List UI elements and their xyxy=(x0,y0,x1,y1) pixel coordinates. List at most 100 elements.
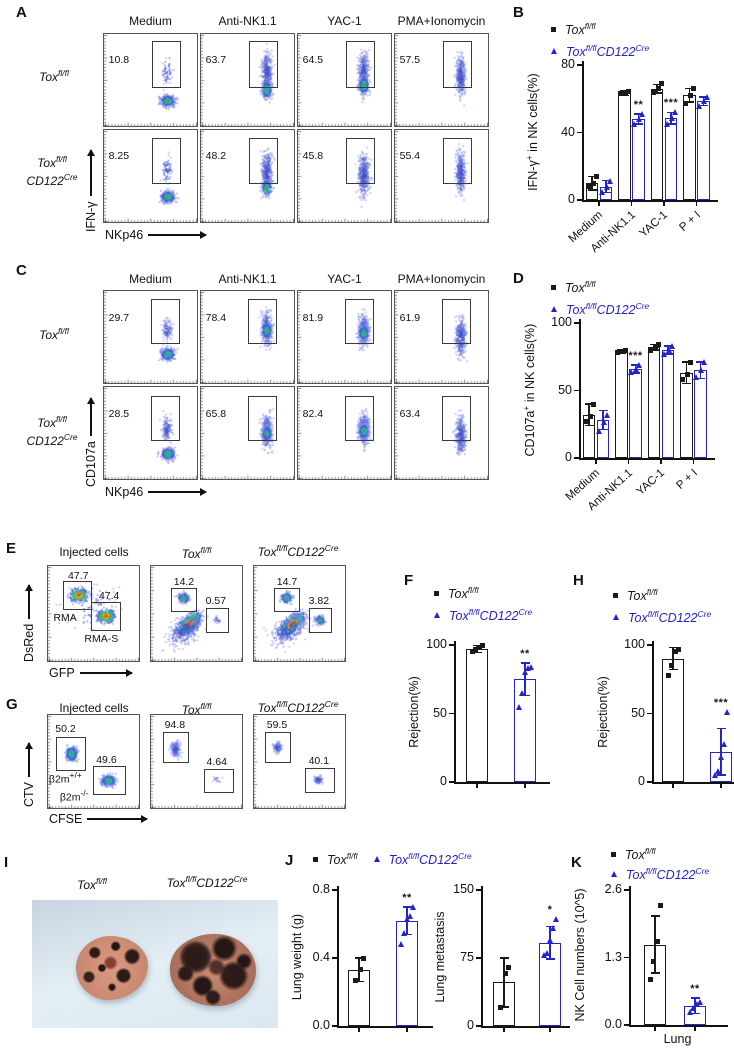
mk-tri xyxy=(543,950,550,957)
err xyxy=(631,372,640,374)
row-label-wt: Toxfl/fl xyxy=(18,68,90,86)
legend-ko: Toxfl/flCD122Cre xyxy=(611,864,709,884)
flow-gate xyxy=(249,41,279,88)
flow-gate xyxy=(56,737,87,771)
flow-plot: 82.4 xyxy=(297,386,392,480)
err xyxy=(354,981,364,983)
tick xyxy=(624,1024,630,1026)
flow-plot: 64.5 xyxy=(297,33,392,127)
mk-tri xyxy=(689,1005,696,1012)
gate-percentage: 81.9 xyxy=(302,312,324,325)
mk-sq xyxy=(620,348,625,354)
mk-tri xyxy=(403,915,410,922)
legend-ko: Toxfl/flCD122Cre xyxy=(613,606,711,628)
tick xyxy=(503,1027,505,1032)
flow-gate xyxy=(151,396,181,441)
mk-sq xyxy=(626,88,631,94)
lung-image-ko xyxy=(170,934,256,1006)
err xyxy=(663,353,673,355)
gate-percentage: 47.4 xyxy=(98,589,120,602)
lung-photo xyxy=(32,900,278,1028)
flow-scatter xyxy=(104,34,197,126)
flow-gate xyxy=(304,768,336,794)
mk-tri xyxy=(717,754,724,761)
y-axis-label-cd107a: CD107a xyxy=(84,398,98,487)
mk-tri xyxy=(660,351,667,358)
flow-gate xyxy=(274,587,300,612)
tick xyxy=(577,131,583,134)
err xyxy=(696,377,705,380)
flow-gate xyxy=(171,587,197,612)
flow-scatter xyxy=(104,291,197,383)
gate-percentage: 61.9 xyxy=(399,312,421,325)
genotype-wt: Tox xyxy=(39,70,59,84)
err xyxy=(634,123,643,125)
tick xyxy=(524,783,526,788)
population-label-b2m-neg: β2m-/- xyxy=(59,787,89,804)
mk-tri xyxy=(400,929,407,936)
flow-plot: 81.9 xyxy=(297,290,392,384)
mk-sq xyxy=(655,86,661,92)
ax xyxy=(629,886,631,1025)
err xyxy=(634,113,643,115)
gate-percentage: 10.8 xyxy=(108,54,130,67)
err xyxy=(354,957,364,959)
flow-gate xyxy=(92,766,127,796)
err xyxy=(652,92,662,94)
err xyxy=(601,179,611,182)
mk-tri xyxy=(546,936,553,943)
legend-ko: Toxfl/flCD122Cre xyxy=(434,604,532,626)
flow-gate xyxy=(152,138,182,185)
tick xyxy=(624,956,630,959)
panel-d: D Toxfl/fl Toxfl/flCD122Cre CD107a+ in N… xyxy=(513,266,734,528)
panel-g: G Injected cells Toxfl/fl Toxfl/flCD122C… xyxy=(0,690,400,846)
flow-scatter xyxy=(298,291,391,383)
mk-sq xyxy=(502,970,508,976)
tick xyxy=(332,1025,338,1027)
legend-ko: Toxfl/flCD122Cre xyxy=(551,40,649,62)
col-title-antink11: Anti-NK1.1 xyxy=(218,272,277,286)
mk-tri xyxy=(701,359,707,366)
err xyxy=(696,361,705,363)
square-marker-icon xyxy=(551,26,556,32)
err xyxy=(685,87,694,90)
mk-sq xyxy=(593,173,599,179)
mk-sq xyxy=(585,184,591,189)
triangle-marker-icon xyxy=(551,306,557,312)
panel-j-label: J xyxy=(285,852,294,869)
ylab: 2.6 xyxy=(604,882,622,896)
err xyxy=(545,958,555,960)
panel-e: E Injected cells Toxfl/fl Toxfl/flCD122C… xyxy=(0,536,400,690)
flow-gate xyxy=(346,41,376,88)
sig: * xyxy=(547,904,553,916)
mk-sq xyxy=(650,959,656,965)
err xyxy=(402,933,412,935)
bar-chart-lung-weight: 0.0 0.4 0.8 ** xyxy=(283,848,570,1049)
sig: ** xyxy=(520,647,530,660)
flow-scatter xyxy=(298,34,391,126)
ylab: 100 xyxy=(426,637,447,651)
ax xyxy=(579,319,581,458)
mk-tri xyxy=(711,772,718,779)
err xyxy=(668,647,678,649)
title-injected-cells: Injected cells xyxy=(59,545,129,559)
tick xyxy=(332,957,338,959)
bar-chart-rejection-b2m: 0 50 100 *** xyxy=(565,568,734,825)
bar xyxy=(396,920,418,1026)
tick xyxy=(574,322,580,324)
row-label-ko: Toxfl/fl CD122Cre xyxy=(26,414,78,448)
mk-sq xyxy=(650,89,656,95)
legend: Toxfl/fl Toxfl/flCD122Cre xyxy=(613,584,711,628)
mk-tri xyxy=(527,663,534,670)
square-marker-icon xyxy=(434,590,439,596)
flow-gate xyxy=(443,41,473,88)
err xyxy=(668,668,678,671)
gate-percentage: 57.5 xyxy=(399,54,421,67)
flow-plot: 78.4 xyxy=(200,290,295,384)
ylab: 40 xyxy=(561,124,575,139)
mk-sq xyxy=(472,646,478,652)
col-title-yac1: YAC-1 xyxy=(327,14,362,28)
gate-percentage: 28.5 xyxy=(108,408,130,421)
flow-scatter xyxy=(395,387,488,479)
genotype-ko-line1: Toxfl/fl xyxy=(37,154,67,170)
